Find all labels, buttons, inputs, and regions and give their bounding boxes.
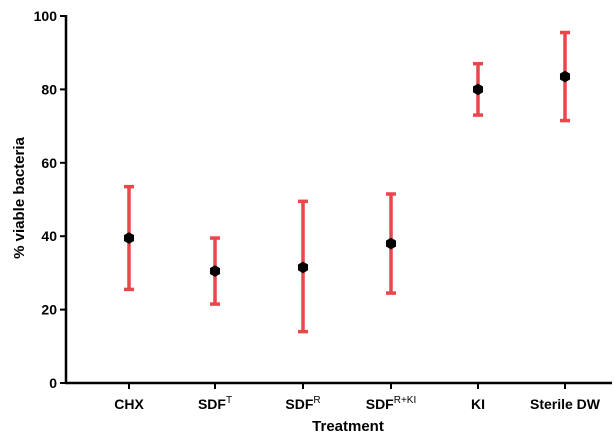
x-tick-label: Sterile DW	[530, 396, 601, 412]
data-point-group	[209, 236, 221, 306]
y-tick-label: 60	[41, 155, 57, 171]
x-tick-label-base: SDF	[285, 396, 313, 412]
y-axis-title: % viable bacteria	[11, 136, 28, 258]
x-tick-label-base: CHX	[114, 396, 144, 412]
data-point-group	[472, 61, 484, 117]
x-axis: CHX SDFT SDFR SDFR+KI KI Sterile DW	[65, 381, 612, 412]
x-tick-label: SDFR	[285, 395, 320, 412]
x-tick-label: SDFR+KI	[366, 395, 417, 412]
x-tick-label-base: KI	[471, 396, 485, 412]
y-tick-label: 20	[41, 302, 57, 318]
x-tick-label-base: Sterile DW	[530, 396, 601, 412]
data-point	[472, 83, 484, 96]
data-point-group	[123, 184, 135, 292]
y-tick-label: 80	[41, 81, 57, 97]
plot-area	[123, 30, 571, 334]
y-tick-label: 40	[41, 228, 57, 244]
y-axis: 0 20 40 60 80 100	[34, 8, 68, 391]
data-point	[297, 261, 309, 274]
data-point	[209, 265, 221, 277]
y-tick-label: 100	[34, 8, 58, 24]
data-point	[559, 70, 571, 83]
x-tick-label-superscript: R+KI	[394, 395, 417, 406]
data-point	[385, 237, 397, 250]
data-point-group	[385, 192, 397, 295]
x-tick-label: KI	[471, 396, 485, 412]
x-tick-label-base: SDF	[198, 396, 226, 412]
data-point-group	[297, 199, 309, 334]
x-tick-label-superscript: T	[226, 395, 232, 406]
x-tick-label: CHX	[114, 396, 144, 412]
x-tick-label-base: SDF	[366, 396, 394, 412]
data-point	[123, 232, 135, 244]
data-point-group	[559, 30, 571, 123]
x-axis-title: Treatment	[312, 418, 384, 435]
x-tick-label: SDFT	[198, 395, 232, 412]
x-tick-label-superscript: R	[313, 395, 320, 406]
y-tick-label: 0	[49, 375, 57, 391]
